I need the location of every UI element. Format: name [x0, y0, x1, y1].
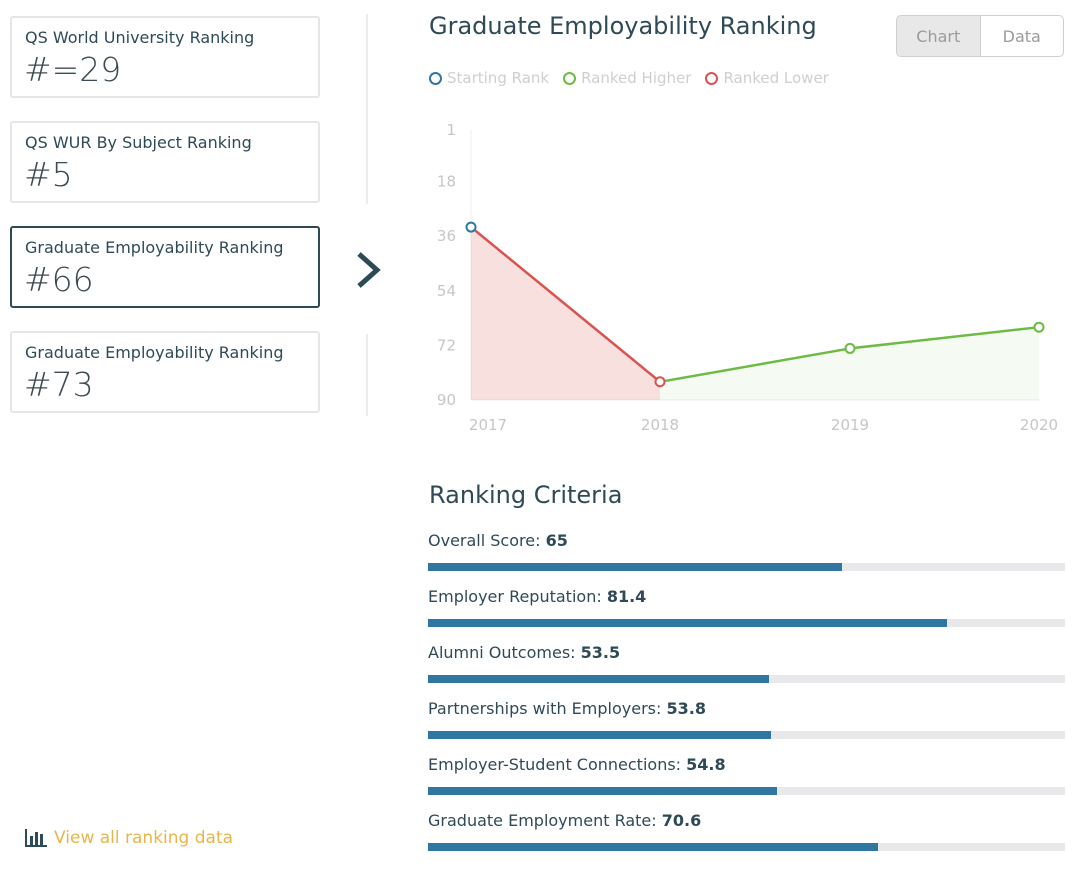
x-tick-label: 2019	[831, 416, 869, 434]
view-all-ranking-link[interactable]: View all ranking data	[24, 828, 233, 848]
data-toggle-button[interactable]: Data	[1002, 26, 1041, 46]
y-tick-label: 36	[437, 227, 456, 245]
criteria-label: Employer Reputation:	[428, 587, 607, 606]
view-all-label: View all ranking data	[54, 828, 234, 848]
ranking-card-employability-active[interactable]: Graduate Employability Ranking #66	[10, 226, 320, 308]
progress-track	[428, 563, 1065, 571]
data-point	[465, 221, 477, 233]
criteria-item: Alumni Outcomes: 53.5	[428, 643, 1065, 693]
legend-item-ranked-higher[interactable]: Ranked Higher	[563, 69, 691, 87]
x-tick-label: 2017	[469, 416, 507, 434]
legend-item-starting-rank[interactable]: Starting Rank	[429, 69, 549, 87]
legend-label: Starting Rank	[447, 69, 550, 87]
progress-fill	[428, 731, 771, 739]
y-tick-label: 1	[446, 121, 456, 139]
x-tick-label: 2018	[641, 416, 679, 434]
view-toggle[interactable]: Chart Data	[896, 15, 1064, 57]
progress-fill	[428, 787, 778, 795]
chart-title: Graduate Employability Ranking	[429, 12, 817, 40]
criteria-item: Partnerships with Employers: 53.8	[428, 699, 1065, 749]
x-tick-label: 2020	[1020, 416, 1058, 434]
ranked-higher-line	[659, 347, 851, 384]
criteria-value: 53.8	[666, 699, 706, 718]
card-label: QS World University Ranking	[25, 28, 255, 47]
chevron-right-icon[interactable]	[352, 248, 386, 292]
progress-track	[428, 787, 1065, 795]
data-point	[654, 376, 666, 388]
progress-track	[428, 843, 1065, 851]
y-tick-label: 18	[437, 173, 456, 191]
ranking-card-qs-world[interactable]: QS World University Ranking #=29	[10, 16, 320, 98]
progress-fill	[428, 843, 878, 851]
criteria-value: 81.4	[606, 587, 647, 606]
criteria-label: Employer-Student Connections:	[428, 755, 687, 774]
y-tick-label: 54	[437, 282, 456, 300]
card-label: QS WUR By Subject Ranking	[25, 133, 252, 152]
criteria-label: Partnerships with Employers:	[428, 699, 667, 718]
criteria-item: Graduate Employment Rate: 70.6	[428, 811, 1065, 861]
ranking-card-qs-subject[interactable]: QS WUR By Subject Ranking #5	[10, 121, 320, 203]
data-point	[1033, 321, 1045, 333]
card-value: #5	[24, 155, 73, 194]
criteria-value: 54.8	[686, 755, 726, 774]
card-label: Graduate Employability Ranking	[25, 343, 284, 362]
ranking-line-chart: 1 18 36 54 72 90 2017 2018 2019 2020	[437, 121, 1058, 434]
criteria-value: 70.6	[661, 811, 702, 830]
criteria-value: 53.5	[580, 643, 621, 662]
chart-toggle-button[interactable]: Chart	[897, 16, 981, 56]
legend-label: Ranked Higher	[581, 69, 692, 87]
ranked-lower-line	[470, 226, 661, 383]
y-tick-label: 90	[437, 391, 456, 409]
card-value: #73	[24, 365, 94, 404]
criteria-item: Overall Score: 65	[428, 531, 1065, 581]
card-value: #=29	[24, 50, 122, 89]
y-tick-label: 72	[437, 336, 456, 354]
ranked-higher-area	[660, 348, 850, 400]
criteria-title: Ranking Criteria	[429, 481, 623, 509]
legend-item-ranked-lower[interactable]: Ranked Lower	[705, 69, 829, 87]
criteria-item: Employer-Student Connections: 54.8	[428, 755, 1065, 805]
ranking-card-employability[interactable]: Graduate Employability Ranking #73	[10, 331, 320, 413]
criteria-label: Alumni Outcomes:	[428, 643, 581, 662]
progress-track	[428, 675, 1065, 683]
bar-chart-icon	[25, 829, 47, 847]
circle-icon	[429, 71, 442, 85]
divider	[366, 334, 368, 416]
criteria-value: 65	[545, 531, 568, 550]
circle-icon	[705, 71, 719, 85]
card-value: #66	[24, 260, 94, 299]
data-point	[844, 342, 856, 354]
progress-fill	[428, 675, 769, 683]
criteria-item: Employer Reputation: 81.4	[428, 587, 1065, 637]
ranked-higher-area	[850, 327, 1039, 400]
ranked-lower-area	[471, 227, 660, 400]
criteria-label: Graduate Employment Rate:	[428, 811, 662, 830]
legend-label: Ranked Lower	[723, 69, 829, 87]
progress-fill	[428, 619, 947, 627]
divider	[366, 14, 368, 204]
chart-legend: Starting Rank Ranked Higher Ranked Lower	[429, 69, 843, 87]
progress-fill	[428, 563, 843, 571]
card-label: Graduate Employability Ranking	[25, 238, 284, 257]
progress-track	[428, 731, 1065, 739]
criteria-label: Overall Score:	[428, 531, 546, 550]
progress-track	[428, 619, 1065, 627]
ranked-higher-line	[849, 325, 1040, 350]
circle-icon	[563, 71, 577, 85]
